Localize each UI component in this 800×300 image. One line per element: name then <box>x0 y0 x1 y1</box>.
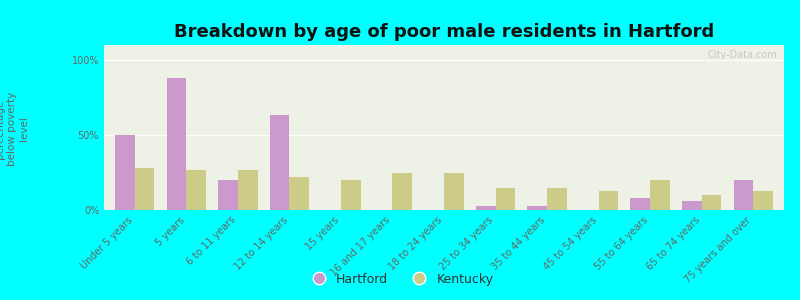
Bar <box>218 180 238 210</box>
Bar <box>186 169 206 210</box>
Legend: Hartford, Kentucky: Hartford, Kentucky <box>301 268 499 291</box>
Bar <box>290 177 309 210</box>
Text: percentage
below poverty
level: percentage below poverty level <box>0 92 29 166</box>
Bar <box>682 201 702 210</box>
Bar <box>444 172 463 210</box>
Bar <box>734 180 753 210</box>
Bar <box>547 188 566 210</box>
Bar <box>753 190 773 210</box>
Bar <box>270 116 290 210</box>
Bar <box>341 180 361 210</box>
Bar <box>393 172 412 210</box>
Bar <box>650 180 670 210</box>
Bar <box>238 169 258 210</box>
Bar <box>702 195 721 210</box>
Bar <box>598 190 618 210</box>
Bar <box>115 135 135 210</box>
Bar <box>630 198 650 210</box>
Title: Breakdown by age of poor male residents in Hartford: Breakdown by age of poor male residents … <box>174 23 714 41</box>
Text: City-Data.com: City-Data.com <box>707 50 778 60</box>
Bar <box>495 188 515 210</box>
Bar <box>135 168 154 210</box>
Bar <box>527 206 547 210</box>
Bar <box>476 206 495 210</box>
Bar <box>167 78 186 210</box>
